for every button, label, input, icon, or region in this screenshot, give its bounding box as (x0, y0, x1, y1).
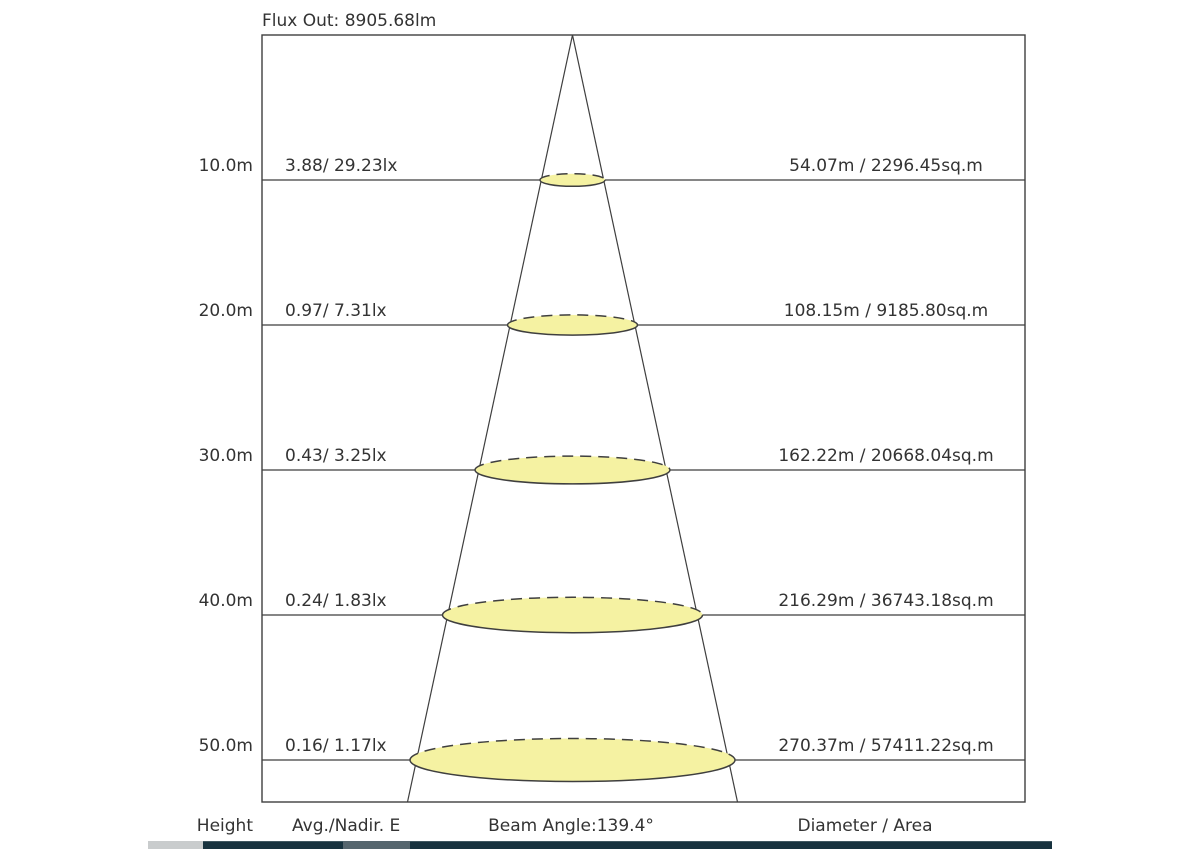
bottom-bar (148, 841, 1052, 849)
beam-spot-bottom-arc (441, 614, 704, 634)
diameter-area-column-header: Diameter / Area (797, 816, 933, 836)
beam-spot-top-arc (539, 172, 606, 181)
beam-spot-fill (540, 173, 605, 187)
avg-nadir-value: 0.16/ 1.17lx (285, 736, 387, 756)
beam-spot-top-arc (474, 455, 671, 471)
avg-nadir-value: 0.97/ 7.31lx (285, 301, 387, 321)
beam-spot-fill (507, 314, 638, 336)
height-label: 20.0m (198, 301, 253, 321)
height-label: 10.0m (198, 156, 253, 176)
height-label: 50.0m (198, 736, 253, 756)
height-label: 30.0m (198, 446, 253, 466)
avg-nadir-value: 0.24/ 1.83lx (285, 591, 387, 611)
beam-spot-fill (410, 738, 735, 782)
beam-spot-bottom-arc (539, 179, 606, 188)
bottom-bar-mid-segment (343, 841, 410, 849)
height-label: 40.0m (198, 591, 253, 611)
avg-nadir-column-header: Avg./Nadir. E (292, 816, 401, 836)
beam-spot-bottom-arc (506, 324, 639, 336)
beam-spot-fill (475, 456, 670, 484)
beam-spot-top-arc (409, 737, 736, 761)
diameter-area-value: 216.29m / 36743.18sq.m (778, 591, 994, 611)
flux-out-title: Flux Out: 8905.68lm (262, 11, 437, 31)
cone-left-edge (406, 34, 574, 803)
beam-spot-fill (442, 597, 703, 633)
beam-spot-top-arc (441, 596, 704, 616)
cone-right-edge (571, 34, 739, 803)
bottom-bar-light-segment (148, 841, 203, 849)
avg-nadir-value: 0.43/ 3.25lx (285, 446, 387, 466)
diameter-area-value: 108.15m / 9185.80sq.m (783, 301, 989, 321)
beam-spot-bottom-arc (409, 759, 736, 783)
beam-spot-bottom-arc (474, 469, 671, 485)
diameter-area-value: 162.22m / 20668.04sq.m (778, 446, 994, 466)
beam-spot-top-arc (506, 314, 639, 326)
beam-angle-label: Beam Angle:139.4° (488, 816, 654, 836)
avg-nadir-value: 3.88/ 29.23lx (285, 156, 398, 176)
chart-frame (261, 34, 1026, 803)
height-column-header: Height (196, 816, 253, 836)
diameter-area-value: 54.07m / 2296.45sq.m (789, 156, 983, 176)
diameter-area-value: 270.37m / 57411.22sq.m (778, 736, 994, 756)
